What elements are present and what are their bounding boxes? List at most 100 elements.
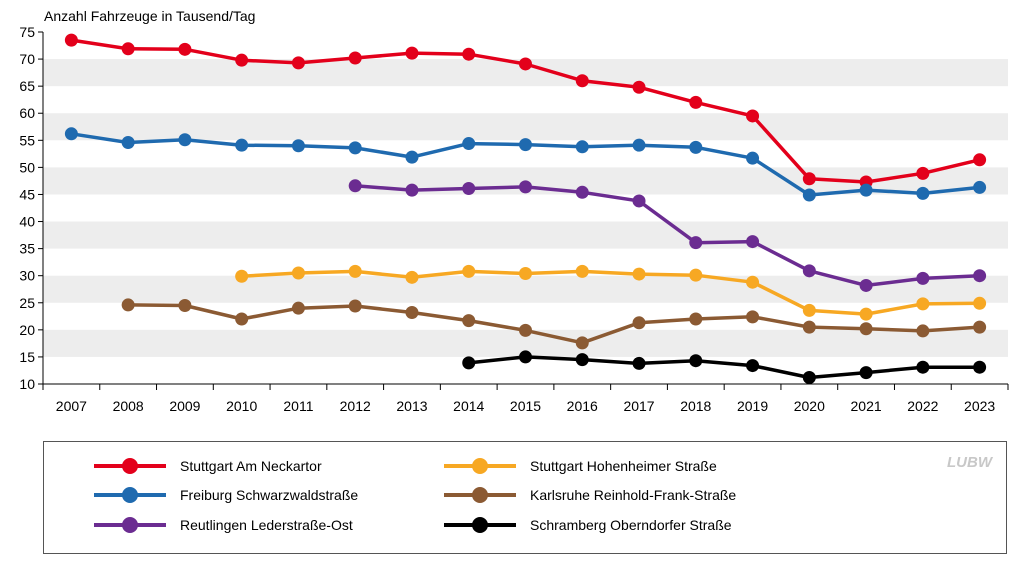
legend-item-freiburg-schwarzwaldstrasse: Freiburg Schwarzwaldstraße — [94, 483, 358, 507]
data-point — [802, 320, 816, 334]
data-point — [746, 310, 760, 324]
data-point — [235, 138, 249, 152]
data-point — [178, 298, 192, 312]
data-point — [859, 366, 873, 380]
data-point — [348, 141, 362, 155]
data-point — [178, 133, 192, 147]
data-point — [519, 138, 532, 152]
x-tick-label: 2009 — [169, 398, 200, 414]
legend-label: Karlsruhe Reinhold-Frank-Straße — [530, 487, 737, 503]
data-point — [859, 183, 873, 197]
data-point — [632, 356, 646, 370]
data-point — [746, 359, 760, 373]
data-point — [405, 46, 419, 60]
data-point — [121, 135, 135, 149]
x-tick-label: 2017 — [623, 398, 654, 414]
data-point — [973, 320, 987, 334]
x-tick-label: 2016 — [567, 398, 598, 414]
legend: Stuttgart Am Neckartor Freiburg Schwarzw… — [43, 441, 1007, 554]
data-point — [916, 297, 930, 311]
data-point — [462, 137, 476, 151]
data-point — [916, 186, 930, 200]
data-point — [348, 264, 362, 278]
data-point — [348, 179, 362, 193]
data-point — [802, 303, 816, 317]
legend-label: Reutlingen Lederstraße-Ost — [180, 517, 353, 533]
x-tick-label: 2010 — [226, 398, 257, 414]
legend-label: Stuttgart Am Neckartor — [180, 458, 322, 474]
x-tick-label: 2011 — [283, 398, 313, 414]
y-tick-label: 15 — [19, 349, 35, 365]
y-tick-label: 65 — [19, 78, 35, 94]
data-point — [802, 172, 816, 186]
legend-item-schramberg-oberndorfer: Schramberg Oberndorfer Straße — [444, 513, 732, 537]
legend-item-stuttgart-hohenheimer: Stuttgart Hohenheimer Straße — [444, 454, 717, 478]
data-point — [746, 151, 760, 165]
data-point — [575, 353, 589, 367]
data-point — [802, 188, 816, 202]
data-point — [64, 33, 78, 47]
data-point — [519, 180, 532, 194]
data-point — [519, 323, 532, 337]
legend-swatch — [444, 454, 516, 478]
data-point — [859, 322, 873, 336]
legend-swatch — [94, 513, 166, 537]
legend-label: Schramberg Oberndorfer Straße — [530, 517, 732, 533]
x-tick-label: 2021 — [851, 398, 882, 414]
data-point — [689, 140, 703, 154]
data-point — [632, 80, 646, 94]
legend-item-stuttgart-neckartor: Stuttgart Am Neckartor — [94, 454, 322, 478]
y-tick-label: 40 — [19, 214, 35, 230]
data-point — [632, 138, 646, 152]
x-tick-label: 2014 — [453, 398, 484, 414]
data-point — [859, 307, 873, 321]
y-tick-label: 35 — [19, 241, 35, 257]
data-point — [462, 47, 476, 61]
data-point — [632, 267, 646, 281]
data-point — [632, 316, 646, 330]
series-line — [126, 303, 982, 345]
data-point — [746, 275, 760, 289]
series-line — [353, 184, 982, 288]
y-tick-label: 60 — [19, 105, 35, 121]
data-point — [802, 371, 816, 385]
data-point — [64, 127, 78, 141]
y-tick-label: 50 — [19, 159, 35, 175]
legend-swatch — [94, 483, 166, 507]
y-tick-label: 75 — [19, 24, 35, 40]
data-point — [519, 350, 532, 364]
data-point — [462, 182, 476, 196]
data-point — [689, 236, 703, 250]
x-tick-label: 2013 — [396, 398, 427, 414]
data-point — [575, 264, 589, 278]
data-point — [916, 324, 930, 338]
y-tick-label: 10 — [19, 376, 35, 392]
legend-item-reutlingen-lederstrasse: Reutlingen Lederstraße-Ost — [94, 513, 353, 537]
data-point — [575, 74, 589, 88]
legend-swatch — [444, 513, 516, 537]
data-point — [405, 183, 419, 197]
legend-item-karlsruhe-reinhold-frank: Karlsruhe Reinhold-Frank-Straße — [444, 483, 736, 507]
x-tick-label: 2019 — [737, 398, 768, 414]
data-point — [973, 269, 987, 283]
data-point — [348, 299, 362, 313]
data-point — [689, 268, 703, 282]
series-line — [466, 355, 982, 380]
y-tick-label: 20 — [19, 322, 35, 338]
x-tick-label: 2012 — [340, 398, 371, 414]
data-point — [746, 235, 760, 249]
data-point — [291, 301, 305, 315]
y-tick-label: 55 — [19, 132, 35, 148]
data-point — [405, 270, 419, 284]
lubw-logo: LUBW — [947, 454, 992, 471]
data-point — [689, 95, 703, 109]
data-point — [235, 53, 249, 67]
legend-label: Stuttgart Hohenheimer Straße — [530, 458, 717, 474]
grid-band — [43, 221, 1008, 249]
data-point — [121, 42, 135, 56]
data-point — [916, 360, 930, 374]
data-point — [291, 56, 305, 70]
data-point — [235, 312, 249, 326]
data-point — [916, 166, 930, 180]
legend-label: Freiburg Schwarzwaldstraße — [180, 487, 359, 503]
